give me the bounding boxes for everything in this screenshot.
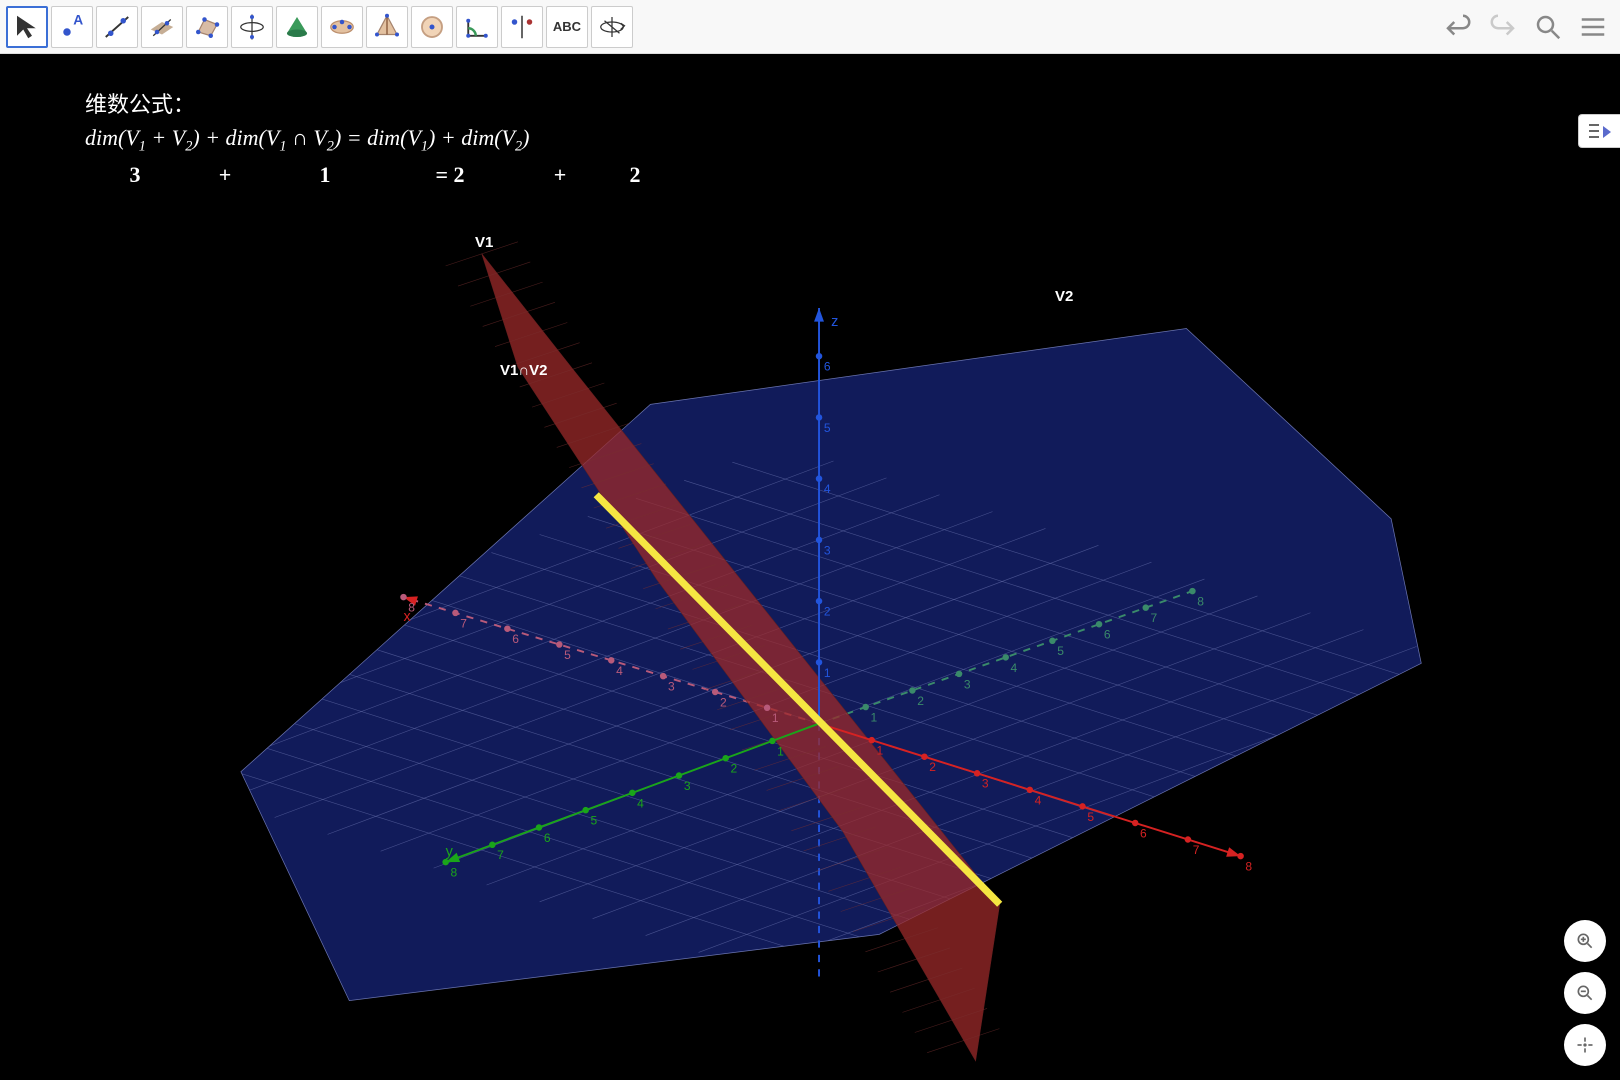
tool-angle[interactable]: [456, 6, 498, 48]
toolbar: A ABC: [0, 0, 1620, 54]
svg-text:1: 1: [777, 744, 784, 758]
tool-point[interactable]: A: [51, 6, 93, 48]
tool-pyramid[interactable]: [366, 6, 408, 48]
svg-text:2: 2: [929, 760, 936, 774]
svg-text:4: 4: [637, 796, 644, 810]
svg-text:6: 6: [1140, 826, 1147, 840]
tool-text-label: ABC: [553, 19, 581, 34]
svg-text:5: 5: [1057, 644, 1064, 658]
label-intersection: V1∩V2: [500, 362, 548, 379]
svg-text:A: A: [73, 12, 83, 27]
svg-text:2: 2: [917, 694, 924, 708]
undo-button[interactable]: [1437, 6, 1479, 48]
svg-text:4: 4: [1011, 661, 1018, 675]
svg-text:8: 8: [1245, 860, 1252, 874]
search-button[interactable]: [1527, 6, 1569, 48]
svg-text:6: 6: [824, 360, 831, 374]
svg-text:2: 2: [720, 695, 727, 709]
style-panel-toggle[interactable]: [1578, 114, 1620, 148]
tool-rotate-axis[interactable]: [231, 6, 273, 48]
tool-circle[interactable]: [411, 6, 453, 48]
svg-text:3: 3: [982, 777, 989, 791]
svg-text:5: 5: [1087, 810, 1094, 824]
svg-text:5: 5: [564, 648, 571, 662]
svg-text:2: 2: [731, 762, 738, 776]
label-v2: V2: [1055, 288, 1073, 305]
svg-text:1: 1: [877, 744, 884, 758]
svg-text:6: 6: [512, 632, 519, 646]
svg-text:y: y: [446, 844, 454, 860]
svg-text:5: 5: [824, 421, 831, 435]
formula-expression: dim(V1 + V2) + dim(V1 ∩ V2) = dim(V1) + …: [85, 121, 665, 158]
tool-rotate-view[interactable]: [591, 6, 633, 48]
scene-svg: 12345678123456781234561234567812345678xy…: [0, 54, 1620, 1080]
zoom-in-button[interactable]: [1564, 920, 1606, 962]
formula-title: 维数公式：: [85, 88, 665, 121]
svg-text:3: 3: [964, 677, 971, 691]
svg-text:7: 7: [497, 848, 504, 862]
svg-text:3: 3: [668, 680, 675, 694]
svg-text:6: 6: [544, 831, 551, 845]
svg-text:7: 7: [1151, 611, 1158, 625]
svg-text:4: 4: [616, 664, 623, 678]
svg-text:1: 1: [871, 710, 878, 724]
menu-button[interactable]: [1572, 6, 1614, 48]
tool-ellipse[interactable]: [321, 6, 363, 48]
tool-cone[interactable]: [276, 6, 318, 48]
svg-text:3: 3: [824, 543, 831, 557]
tool-polygon[interactable]: [186, 6, 228, 48]
svg-text:4: 4: [824, 482, 831, 496]
tool-move[interactable]: [6, 6, 48, 48]
svg-text:7: 7: [460, 616, 467, 630]
tool-plane[interactable]: [141, 6, 183, 48]
tool-reflect[interactable]: [501, 6, 543, 48]
redo-button[interactable]: [1482, 6, 1524, 48]
zoom-controls: [1564, 920, 1606, 1066]
svg-text:2: 2: [824, 605, 831, 619]
formula-block: 维数公式： dim(V1 + V2) + dim(V1 ∩ V2) = dim(…: [85, 88, 665, 191]
zoom-out-button[interactable]: [1564, 972, 1606, 1014]
home-view-button[interactable]: [1564, 1024, 1606, 1066]
svg-text:5: 5: [590, 814, 597, 828]
svg-text:8: 8: [450, 866, 457, 880]
svg-text:4: 4: [1035, 793, 1042, 807]
svg-text:z: z: [831, 314, 838, 330]
svg-text:8: 8: [1197, 595, 1204, 609]
svg-text:6: 6: [1104, 628, 1111, 642]
formula-values: 3 + 1 = 2 + 2: [85, 158, 665, 191]
svg-text:1: 1: [772, 711, 779, 725]
tool-line[interactable]: [96, 6, 138, 48]
tool-text[interactable]: ABC: [546, 6, 588, 48]
svg-text:3: 3: [684, 779, 691, 793]
svg-text:x: x: [403, 609, 411, 625]
svg-text:7: 7: [1193, 843, 1200, 857]
graphics-view-3d[interactable]: 12345678123456781234561234567812345678xy…: [0, 54, 1620, 1080]
svg-text:1: 1: [824, 666, 831, 680]
label-v1: V1: [475, 234, 493, 251]
